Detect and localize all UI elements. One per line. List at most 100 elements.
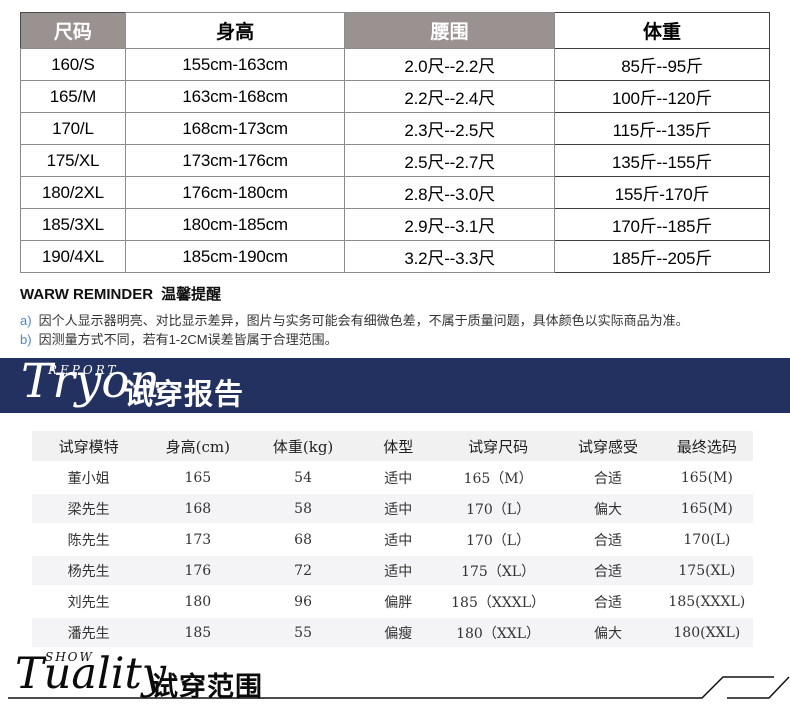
fit-report-header-cell: 试穿尺码	[440, 429, 556, 463]
fit-report-cell: 180(XXL)	[660, 616, 753, 649]
fit-report-header-cell: 体型	[355, 429, 441, 463]
size-chart-cell: 115斤--135斤	[554, 112, 770, 145]
fit-report-cell: 陈先生	[32, 523, 146, 556]
reminder-title-cn: 温馨提醒	[161, 286, 222, 303]
banner-title-cn: 试穿报告	[124, 379, 245, 411]
fit-report-cell: 适中	[355, 554, 441, 587]
size-chart-row: 185/3XL 180cm-185cm 2.9尺--3.1尺 170斤--185斤	[20, 208, 770, 241]
size-chart-cell: 2.2尺--2.4尺	[344, 80, 556, 113]
fit-report-cell: 合适	[555, 461, 661, 494]
fit-report-cell: 杨先生	[32, 554, 146, 587]
size-chart-cell: 170斤--185斤	[554, 208, 770, 241]
fit-report-cell: 适中	[355, 461, 441, 494]
fit-report-table: 试穿模特 身高(cm) 体重(kg) 体型 试穿尺码 试穿感受 最终选码 董小姐 165 54 适…	[32, 429, 753, 649]
note-marker: a)	[20, 313, 32, 328]
size-chart-cell: 163cm-168cm	[124, 80, 346, 113]
fit-report-cell: 176	[145, 554, 251, 587]
size-chart-cell: 2.3尺--2.5尺	[344, 112, 556, 145]
footer-underline-decoration	[8, 676, 790, 699]
size-chart-cell: 85斤--95斤	[554, 48, 770, 81]
fit-report-cell: 173	[145, 523, 251, 556]
fit-report-cell: 72	[250, 554, 356, 587]
fit-report-row: 梁先生 168 58 适中 170（L） 偏大 165(M)	[32, 492, 753, 525]
size-chart-cell: 170/L	[20, 112, 126, 145]
size-chart-row: 175/XL 173cm-176cm 2.5尺--2.7尺 135斤--155斤	[20, 144, 770, 177]
fit-report-cell: 梁先生	[32, 492, 146, 525]
size-chart-cell: 2.8尺--3.0尺	[344, 176, 556, 209]
size-chart-cell: 185斤--205斤	[554, 240, 770, 273]
reminder-note: a) 因个人显示器明亮、对比显示差异，图片与实务可能会有细微色差，不属于质量问题，…	[20, 311, 770, 330]
fit-report-cell: 68	[250, 523, 356, 556]
note-text: 因测量方式不同，若有1-2CM误差皆属于合理范围。	[38, 332, 338, 347]
reminder-notes: a) 因个人显示器明亮、对比显示差异，图片与实务可能会有细微色差，不属于质量问题，…	[20, 311, 770, 349]
size-chart-header-cell: 腰围	[344, 12, 556, 49]
fit-report-cell: 170(L)	[660, 523, 753, 556]
fit-report-cell: 适中	[355, 523, 441, 556]
size-chart-body: 160/S 155cm-163cm 2.0尺--2.2尺 85斤--95斤 165/M 1…	[20, 48, 770, 273]
fit-report-cell: 185	[145, 616, 251, 649]
note-marker: b)	[20, 332, 32, 347]
fit-report-cell: 180	[145, 585, 251, 618]
fit-report-cell: 偏大	[555, 616, 661, 649]
reminder-note: b) 因测量方式不同，若有1-2CM误差皆属于合理范围。	[20, 330, 770, 349]
fit-report-row: 潘先生 185 55 偏瘦 180（XXL） 偏大 180(XXL)	[32, 616, 753, 649]
fit-report-cell: 偏大	[555, 492, 661, 525]
fit-report-row: 杨先生 176 72 适中 175（XL） 合适 175(XL)	[32, 554, 753, 587]
size-chart-cell: 176cm-180cm	[124, 176, 346, 209]
fit-report-cell: 170（L）	[440, 523, 556, 556]
size-chart-cell: 155斤-170斤	[554, 176, 770, 209]
size-chart-cell: 2.5尺--2.7尺	[344, 144, 556, 177]
size-chart-cell: 160/S	[20, 48, 126, 81]
note-text: 因个人显示器明亮、对比显示差异，图片与实务可能会有细微色差，不属于质量问题，具体…	[38, 313, 689, 328]
fit-report-row: 董小姐 165 54 适中 165（M） 合适 165(M)	[32, 461, 753, 494]
fit-report-cell: 偏瘦	[355, 616, 441, 649]
fit-report-cell: 偏胖	[355, 585, 441, 618]
fit-report-cell: 董小姐	[32, 461, 146, 494]
fit-report-header-cell: 试穿感受	[555, 429, 661, 463]
size-chart-cell: 180/2XL	[20, 176, 126, 209]
footer-overline-text: SHOW	[45, 650, 94, 664]
fit-report-header-cell: 最终选码	[660, 429, 753, 463]
size-chart-cell: 173cm-176cm	[124, 144, 346, 177]
fit-report-cell: 175（XL）	[440, 554, 556, 587]
fit-report-cell: 合适	[555, 554, 661, 587]
fit-report-cell: 165(M)	[660, 461, 753, 494]
fit-report-body: 董小姐 165 54 适中 165（M） 合适 165(M) 梁先生 168 58 适中 170（L）…	[32, 461, 753, 649]
size-chart-row: 170/L 168cm-173cm 2.3尺--2.5尺 115斤--135斤	[20, 112, 770, 145]
footer-title-cn: 试穿范围	[151, 672, 263, 702]
fit-report-cell: 185(XXXL)	[660, 585, 753, 618]
fit-report-cell: 刘先生	[32, 585, 146, 618]
show-footer: SHOW Tuality 试穿范围	[0, 649, 790, 715]
size-chart-row: 165/M 163cm-168cm 2.2尺--2.4尺 100斤--120斤	[20, 80, 770, 113]
size-chart-header-row: 尺码 身高 腰围 体重	[20, 12, 770, 49]
size-chart-cell: 168cm-173cm	[124, 112, 346, 145]
size-chart-header-cell: 体重	[554, 12, 770, 49]
size-chart-header-cell: 尺码	[20, 12, 126, 49]
fit-report-cell: 165（M）	[440, 461, 556, 494]
fit-report-cell: 165(M)	[660, 492, 753, 525]
size-chart-table: 尺码 身高 腰围 体重 160/S 155cm-163cm 2.0尺--2.2尺 85斤--…	[20, 12, 770, 273]
fit-report-cell: 适中	[355, 492, 441, 525]
reminder-title: WARW REMINDER 温馨提醒	[20, 283, 770, 304]
fit-report-cell: 58	[250, 492, 356, 525]
fit-report-cell: 170（L）	[440, 492, 556, 525]
size-chart-row: 160/S 155cm-163cm 2.0尺--2.2尺 85斤--95斤	[20, 48, 770, 81]
fit-report-cell: 55	[250, 616, 356, 649]
size-chart-cell: 155cm-163cm	[124, 48, 346, 81]
fit-report-header-cell: 身高(cm)	[145, 429, 251, 463]
fit-report-header-row: 试穿模特 身高(cm) 体重(kg) 体型 试穿尺码 试穿感受 最终选码	[32, 429, 753, 463]
size-chart-row: 190/4XL 185cm-190cm 3.2尺--3.3尺 185斤--205斤	[20, 240, 770, 273]
fit-report-cell: 合适	[555, 585, 661, 618]
banner-overline-text: REPORT	[48, 363, 119, 377]
banner-word: Tryon	[21, 358, 160, 409]
fit-report-cell: 168	[145, 492, 251, 525]
fit-report-cell: 54	[250, 461, 356, 494]
size-chart-cell: 175/XL	[20, 144, 126, 177]
size-chart-cell: 3.2尺--3.3尺	[344, 240, 556, 273]
size-chart-cell: 100斤--120斤	[554, 80, 770, 113]
reminder-title-en: WARW REMINDER	[20, 286, 154, 303]
size-chart-cell: 2.0尺--2.2尺	[344, 48, 556, 81]
fit-report-cell: 96	[250, 585, 356, 618]
size-chart-cell: 2.9尺--3.1尺	[344, 208, 556, 241]
fit-report-row: 刘先生 180 96 偏胖 185（XXXL） 合适 185(XXXL)	[32, 585, 753, 618]
